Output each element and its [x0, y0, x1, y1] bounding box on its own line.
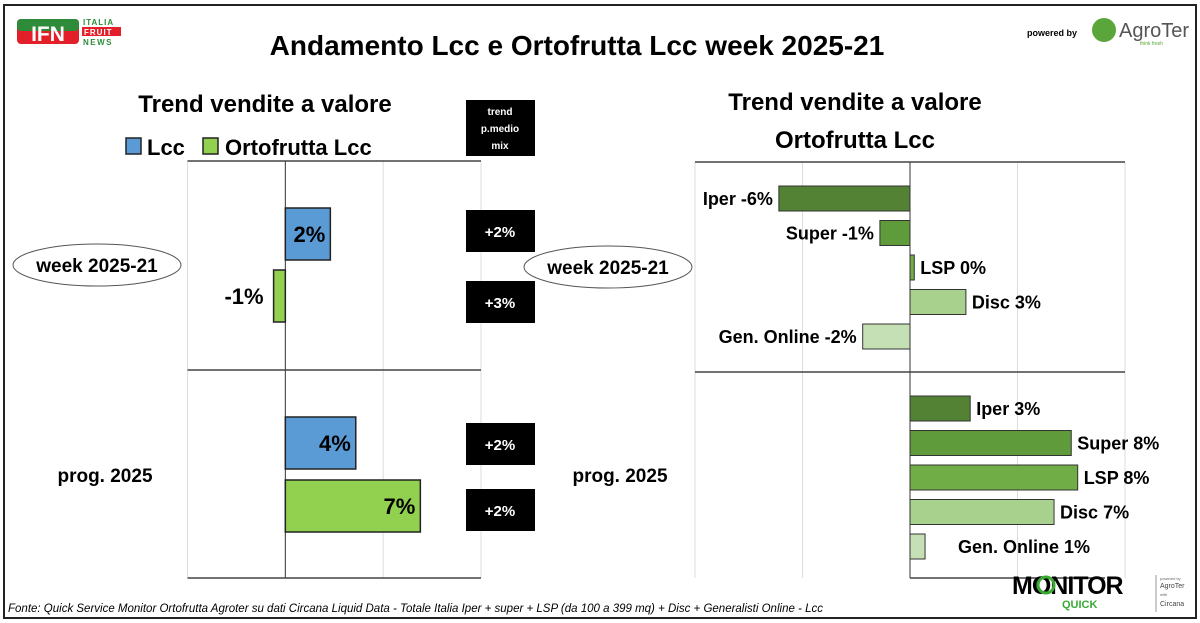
svg-text:with: with	[1160, 592, 1167, 597]
ifn-logo: IFN ITALIA FRUIT NEWS	[17, 18, 121, 47]
legend: Lcc Ortofrutta Lcc	[125, 135, 372, 160]
left-chart-title: Trend vendite a valore	[138, 91, 391, 118]
bar-lsp	[909, 254, 915, 281]
bar-iper	[909, 395, 971, 422]
svg-text:p.medio: p.medio	[481, 124, 519, 135]
page-title: Andamento Lcc e Ortofrutta Lcc week 2025…	[270, 30, 885, 61]
trend-badge-value: +2%	[485, 437, 515, 454]
bar-super	[909, 430, 1072, 456]
svg-text:AgroTer: AgroTer	[1119, 20, 1189, 42]
data-label: Super -1%	[786, 224, 874, 244]
monitor-quick-logo: MONITOR QUICK powered by AgroTer with Ci…	[1012, 572, 1185, 612]
data-label: Gen. Online -2%	[719, 327, 857, 347]
data-label: LSP 0%	[920, 258, 986, 278]
data-label: Iper 3%	[976, 399, 1040, 419]
bar-ortofrutta-lcc	[272, 269, 287, 323]
svg-text:AgroTer: AgroTer	[1160, 583, 1185, 590]
data-label: Disc 3%	[972, 293, 1041, 313]
bar-disc	[909, 289, 967, 315]
svg-text:QUICK: QUICK	[1062, 599, 1098, 611]
trend-badge	[466, 210, 535, 252]
svg-text:powered by: powered by	[1160, 576, 1181, 581]
right-chart-subtitle: Ortofrutta Lcc	[775, 127, 935, 154]
legend-label-lcc: Lcc	[147, 135, 185, 160]
magnifier-icon	[1036, 575, 1056, 595]
svg-text:IFN: IFN	[31, 23, 65, 46]
svg-text:FRUIT: FRUIT	[84, 28, 113, 37]
svg-text:trend: trend	[488, 107, 513, 118]
category-label-prog-right: prog. 2025	[572, 466, 667, 487]
trend-badge	[466, 281, 535, 323]
data-label: Gen. Online 1%	[958, 537, 1090, 557]
bar-super	[879, 220, 911, 246]
tree-icon	[1092, 18, 1116, 42]
bar-iper	[778, 185, 911, 212]
category-oval-week	[12, 243, 182, 287]
data-label: Disc 7%	[1060, 503, 1129, 523]
bar-lcc	[284, 207, 332, 261]
data-label: LSP 8%	[1084, 468, 1150, 488]
svg-text:mix: mix	[491, 141, 509, 152]
powered-by-label: powered by	[1027, 28, 1077, 38]
category-label-prog: prog. 2025	[57, 466, 152, 487]
data-label: 4%	[319, 431, 351, 456]
legend-swatch-ortofrutta	[202, 137, 219, 155]
right-plot: Iper -6% Super -1% LSP 0% Disc 3% Gen. Onlin…	[694, 161, 1159, 579]
category-label-week: week 2025-21	[35, 256, 158, 277]
bar-gen-online	[909, 533, 926, 560]
right-chart-title: Trend vendite a valore	[728, 89, 981, 116]
svg-text:NEWS: NEWS	[83, 38, 113, 47]
category-oval-week-right	[523, 245, 693, 289]
side-table-header: trend p.medio mix	[466, 100, 535, 156]
source-note: Fonte: Quick Service Monitor Ortofrutta …	[8, 603, 823, 615]
svg-text:Circana: Circana	[1160, 601, 1184, 608]
data-label: 2%	[294, 222, 326, 247]
data-label: -1%	[224, 284, 263, 309]
category-label-week-right: week 2025-21	[546, 258, 669, 279]
legend-swatch-lcc	[125, 137, 142, 155]
trend-badge-value: +2%	[485, 224, 515, 241]
svg-text:ITALIA: ITALIA	[83, 18, 114, 27]
trend-badge	[466, 489, 535, 531]
legend-label-ortofrutta: Ortofrutta Lcc	[225, 135, 372, 160]
svg-text:think fresh: think fresh	[1140, 41, 1163, 47]
bar-gen-online	[862, 323, 911, 350]
agroter-logo: AgroTer think fresh	[1092, 18, 1189, 47]
left-plot: 2% +2% -1% +3% 4% +2% 7% +2%	[187, 160, 535, 579]
bar-lsp	[909, 464, 1079, 491]
bar-lcc	[284, 416, 357, 470]
svg-text:MONITOR: MONITOR	[1012, 572, 1124, 600]
data-label: Super 8%	[1077, 434, 1159, 454]
trend-badge	[466, 423, 535, 465]
bar-ortofrutta-lcc	[284, 479, 422, 533]
data-label: Iper -6%	[703, 189, 773, 209]
bar-disc	[909, 499, 1055, 525]
trend-badge-value: +3%	[485, 295, 515, 312]
trend-badge-value: +2%	[485, 503, 515, 520]
data-label: 7%	[384, 494, 416, 519]
